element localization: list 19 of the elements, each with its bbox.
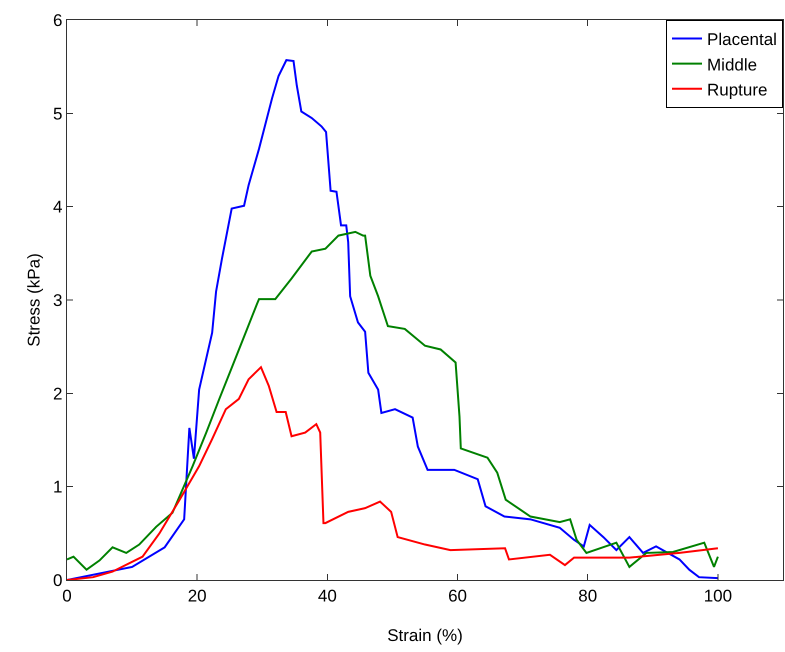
line-series — [67, 366, 719, 580]
y-tick-label: 3 — [53, 290, 62, 310]
legend-label: Rupture — [707, 80, 768, 100]
x-tick-label: 20 — [188, 586, 207, 606]
y-tick-label: 2 — [53, 384, 62, 404]
y-tick-label: 1 — [53, 478, 62, 497]
x-tick-label: 80 — [578, 586, 598, 606]
x-axis-title: Strain (%) — [387, 626, 463, 646]
legend-label: Middle — [707, 55, 758, 74]
y-tick-label: 6 — [53, 10, 62, 30]
y-tick-label: 0 — [53, 570, 62, 590]
y-axis-title: Stress (kPa) — [24, 253, 44, 347]
x-tick-label: 100 — [704, 586, 732, 606]
line-series — [67, 230, 719, 571]
y-tick-label: 5 — [53, 104, 62, 124]
legend-label: Placental — [707, 30, 777, 50]
y-tick-label: 4 — [53, 198, 62, 217]
x-tick-label: 60 — [448, 586, 468, 606]
x-tick-label: 40 — [318, 586, 337, 606]
